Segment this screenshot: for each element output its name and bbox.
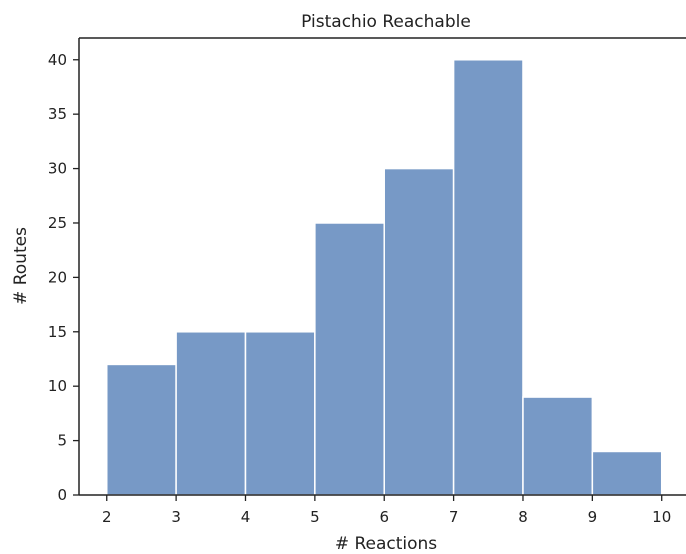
x-tick-label: 7 xyxy=(449,508,459,526)
x-axis-title: # Reactions xyxy=(335,534,437,554)
y-axis-title: # Routes xyxy=(11,227,31,305)
x-ticks-group: 2 3 4 5 6 7 8 9 10 xyxy=(102,495,671,526)
y-tick-label: 35 xyxy=(48,105,67,123)
histogram-bar-3 xyxy=(244,331,316,496)
histogram-bar-4 xyxy=(314,222,385,496)
histogram-bar-5 xyxy=(383,167,455,496)
x-tick-label: 4 xyxy=(241,508,251,526)
y-tick-label: 30 xyxy=(48,160,67,178)
y-ticks-group: 0 5 10 15 20 25 30 35 40 xyxy=(48,51,79,504)
x-tick-label: 8 xyxy=(518,508,528,526)
histogram-bar-8 xyxy=(591,450,663,496)
histogram-bar-7 xyxy=(522,396,594,496)
x-tick-label: 6 xyxy=(379,508,389,526)
y-tick-label: 15 xyxy=(48,323,67,341)
y-tick-label: 20 xyxy=(48,268,67,286)
histogram-bar-6 xyxy=(452,59,524,496)
y-tick-label: 0 xyxy=(57,486,67,504)
bars-group xyxy=(105,59,663,496)
x-tick-label: 9 xyxy=(588,508,598,526)
x-tick-label: 2 xyxy=(102,508,112,526)
y-tick-label: 10 xyxy=(48,377,67,395)
y-tick-label: 25 xyxy=(48,214,67,232)
histogram-bar-1 xyxy=(105,363,177,496)
y-tick-label: 40 xyxy=(48,51,67,69)
x-tick-label: 5 xyxy=(310,508,320,526)
x-tick-label: 3 xyxy=(171,508,181,526)
x-tick-label: 10 xyxy=(652,508,671,526)
y-tick-label: 5 xyxy=(57,432,67,450)
histogram-bar-2 xyxy=(175,331,247,496)
chart-title: Pistachio Reachable xyxy=(301,12,471,32)
